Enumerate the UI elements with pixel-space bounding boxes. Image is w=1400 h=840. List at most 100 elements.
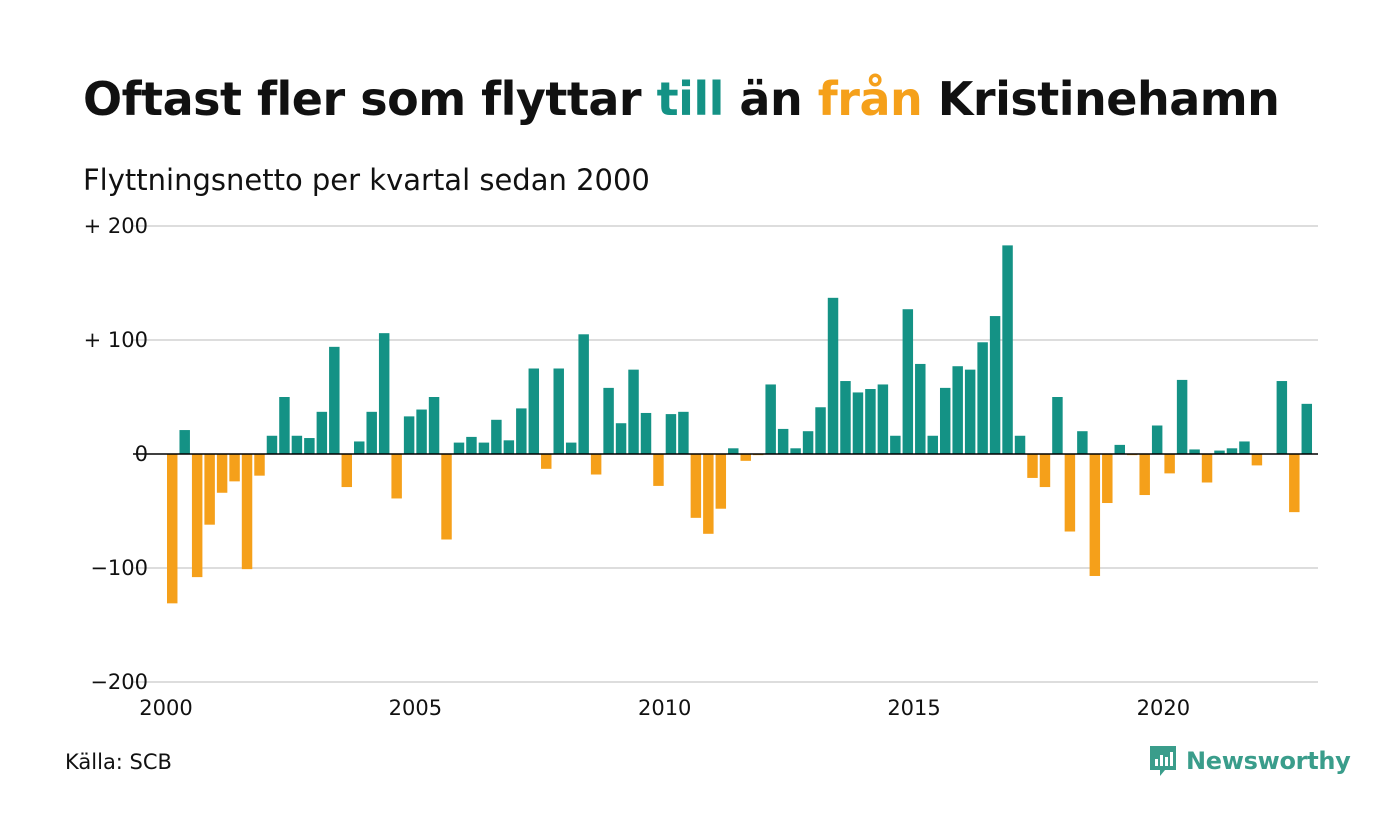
bar	[1077, 431, 1088, 454]
x-tick-label: 2010	[638, 696, 691, 720]
bar	[254, 454, 265, 476]
bar	[279, 397, 290, 454]
bar	[229, 454, 240, 482]
bar	[179, 430, 190, 454]
bar	[640, 412, 652, 454]
bar	[877, 384, 889, 454]
bar	[553, 368, 564, 454]
bar	[341, 454, 353, 488]
bar	[1027, 454, 1038, 478]
bar	[939, 387, 951, 454]
bar	[565, 442, 577, 454]
bar	[578, 334, 589, 454]
bar	[678, 411, 689, 454]
bars	[167, 245, 1313, 604]
bar	[1014, 435, 1026, 454]
bar	[329, 346, 340, 454]
bar	[765, 384, 776, 454]
bar	[516, 408, 527, 454]
bar	[1239, 441, 1250, 454]
bar	[528, 368, 540, 454]
bar	[1201, 454, 1213, 483]
bar	[1102, 454, 1113, 504]
bar	[590, 454, 602, 475]
bar	[1139, 454, 1150, 496]
x-tick-label: 2020	[1137, 696, 1190, 720]
bar	[366, 411, 377, 454]
bar	[728, 448, 739, 454]
bar	[915, 363, 926, 454]
y-tick-label: 0	[135, 442, 148, 466]
bar	[790, 448, 801, 454]
bar	[1002, 245, 1013, 454]
bar	[316, 411, 328, 454]
bar	[1301, 403, 1313, 454]
bar	[740, 454, 751, 461]
bar	[541, 454, 552, 469]
bar	[603, 387, 614, 454]
bar	[491, 419, 502, 454]
chart-title: Oftast fler som flyttar till än från Kri…	[83, 72, 1280, 126]
source-label: Källa: SCB	[65, 750, 172, 774]
bar	[1114, 444, 1125, 454]
y-tick-label: + 200	[84, 214, 148, 238]
x-tick-label: 2015	[887, 696, 940, 720]
bar	[1064, 454, 1076, 532]
bar	[204, 454, 215, 525]
bar	[964, 369, 976, 454]
bar	[703, 454, 714, 534]
title-fran: från	[817, 72, 923, 126]
bar	[815, 407, 826, 454]
newsworthy-logo[interactable]: Newsworthy	[1148, 744, 1351, 778]
bar	[802, 431, 814, 454]
x-tick-label: 2000	[139, 696, 192, 720]
title-part-1: Oftast fler som flyttar	[83, 72, 657, 126]
bar	[304, 438, 315, 454]
bar	[852, 392, 864, 454]
bar	[615, 423, 627, 454]
title-part-2: än	[723, 72, 818, 126]
bar	[1176, 379, 1188, 454]
bar	[890, 435, 901, 454]
bar	[503, 440, 515, 454]
bar	[1251, 454, 1263, 466]
x-axis-ticks: 2000 2005 2010 2015 2020	[139, 696, 1190, 720]
bar	[777, 428, 789, 454]
gridlines	[133, 225, 1318, 683]
title-part-3: Kristinehamn	[922, 72, 1280, 126]
bar	[927, 435, 938, 454]
bar	[1164, 454, 1175, 474]
bar	[665, 414, 677, 454]
bar	[354, 441, 365, 454]
bar	[1276, 381, 1288, 454]
bar	[827, 297, 839, 454]
bar	[715, 454, 727, 509]
y-tick-label: −100	[90, 556, 148, 580]
y-tick-label: + 100	[84, 328, 148, 352]
bar	[266, 435, 278, 454]
bar	[628, 369, 639, 454]
bar	[416, 409, 427, 454]
bar	[902, 309, 914, 454]
title-till: till	[656, 72, 725, 126]
bar	[291, 435, 303, 454]
bar	[241, 454, 253, 570]
bar	[403, 416, 415, 454]
bar	[1052, 397, 1063, 454]
bar	[428, 397, 440, 454]
bar	[1151, 425, 1163, 454]
bar	[1189, 449, 1200, 454]
bar	[191, 454, 203, 578]
bar	[378, 333, 390, 454]
bar	[653, 454, 664, 486]
y-axis-ticks: + 200 + 100 0 −100 −200	[84, 214, 148, 694]
y-tick-label: −200	[90, 670, 148, 694]
bar	[1214, 450, 1225, 454]
bar	[977, 342, 988, 454]
bar	[453, 442, 465, 454]
bar	[216, 454, 228, 493]
bar	[840, 381, 851, 454]
brand-name: Newsworthy	[1186, 747, 1351, 775]
bar	[478, 442, 490, 454]
